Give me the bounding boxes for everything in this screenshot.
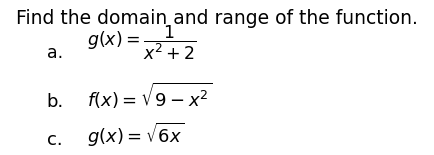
Text: Find the domain and range of the function.: Find the domain and range of the functio… [16,9,418,28]
Text: a.: a. [47,44,63,62]
Text: c.: c. [47,131,62,149]
Text: $g(x) = \dfrac{1}{x^2+2}$: $g(x) = \dfrac{1}{x^2+2}$ [87,24,197,62]
Text: $f(x) = \sqrt{9 - x^2}$: $f(x) = \sqrt{9 - x^2}$ [87,81,213,111]
Text: b.: b. [47,93,64,111]
Text: $g(x) = \sqrt{6x}$: $g(x) = \sqrt{6x}$ [87,121,184,149]
